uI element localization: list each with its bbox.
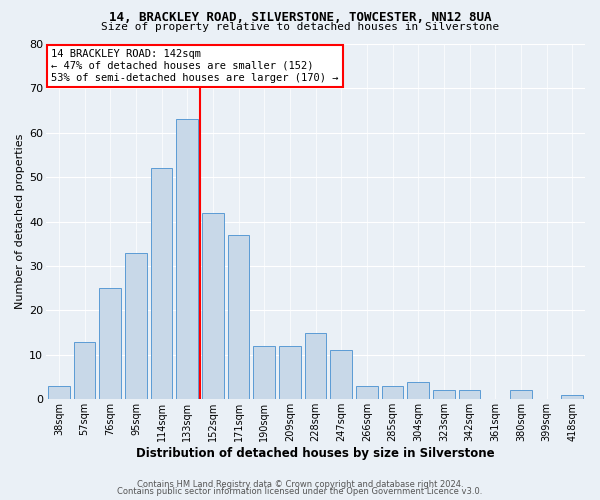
- Bar: [48, 386, 70, 400]
- Bar: [100, 288, 121, 400]
- Bar: [433, 390, 455, 400]
- Bar: [253, 346, 275, 400]
- Text: 14 BRACKLEY ROAD: 142sqm
← 47% of detached houses are smaller (152)
53% of semi-: 14 BRACKLEY ROAD: 142sqm ← 47% of detach…: [52, 50, 339, 82]
- Bar: [125, 252, 147, 400]
- Text: Contains public sector information licensed under the Open Government Licence v3: Contains public sector information licen…: [118, 487, 482, 496]
- Bar: [176, 120, 198, 400]
- Bar: [561, 395, 583, 400]
- Bar: [356, 386, 378, 400]
- Bar: [279, 346, 301, 400]
- Text: Size of property relative to detached houses in Silverstone: Size of property relative to detached ho…: [101, 22, 499, 32]
- Bar: [305, 332, 326, 400]
- Text: 14, BRACKLEY ROAD, SILVERSTONE, TOWCESTER, NN12 8UA: 14, BRACKLEY ROAD, SILVERSTONE, TOWCESTE…: [109, 11, 491, 24]
- Text: Contains HM Land Registry data © Crown copyright and database right 2024.: Contains HM Land Registry data © Crown c…: [137, 480, 463, 489]
- Bar: [74, 342, 95, 400]
- Bar: [151, 168, 172, 400]
- X-axis label: Distribution of detached houses by size in Silverstone: Distribution of detached houses by size …: [136, 447, 495, 460]
- Bar: [458, 390, 481, 400]
- Bar: [227, 235, 250, 400]
- Bar: [407, 382, 429, 400]
- Bar: [330, 350, 352, 400]
- Bar: [382, 386, 403, 400]
- Bar: [202, 213, 224, 400]
- Y-axis label: Number of detached properties: Number of detached properties: [15, 134, 25, 310]
- Bar: [510, 390, 532, 400]
